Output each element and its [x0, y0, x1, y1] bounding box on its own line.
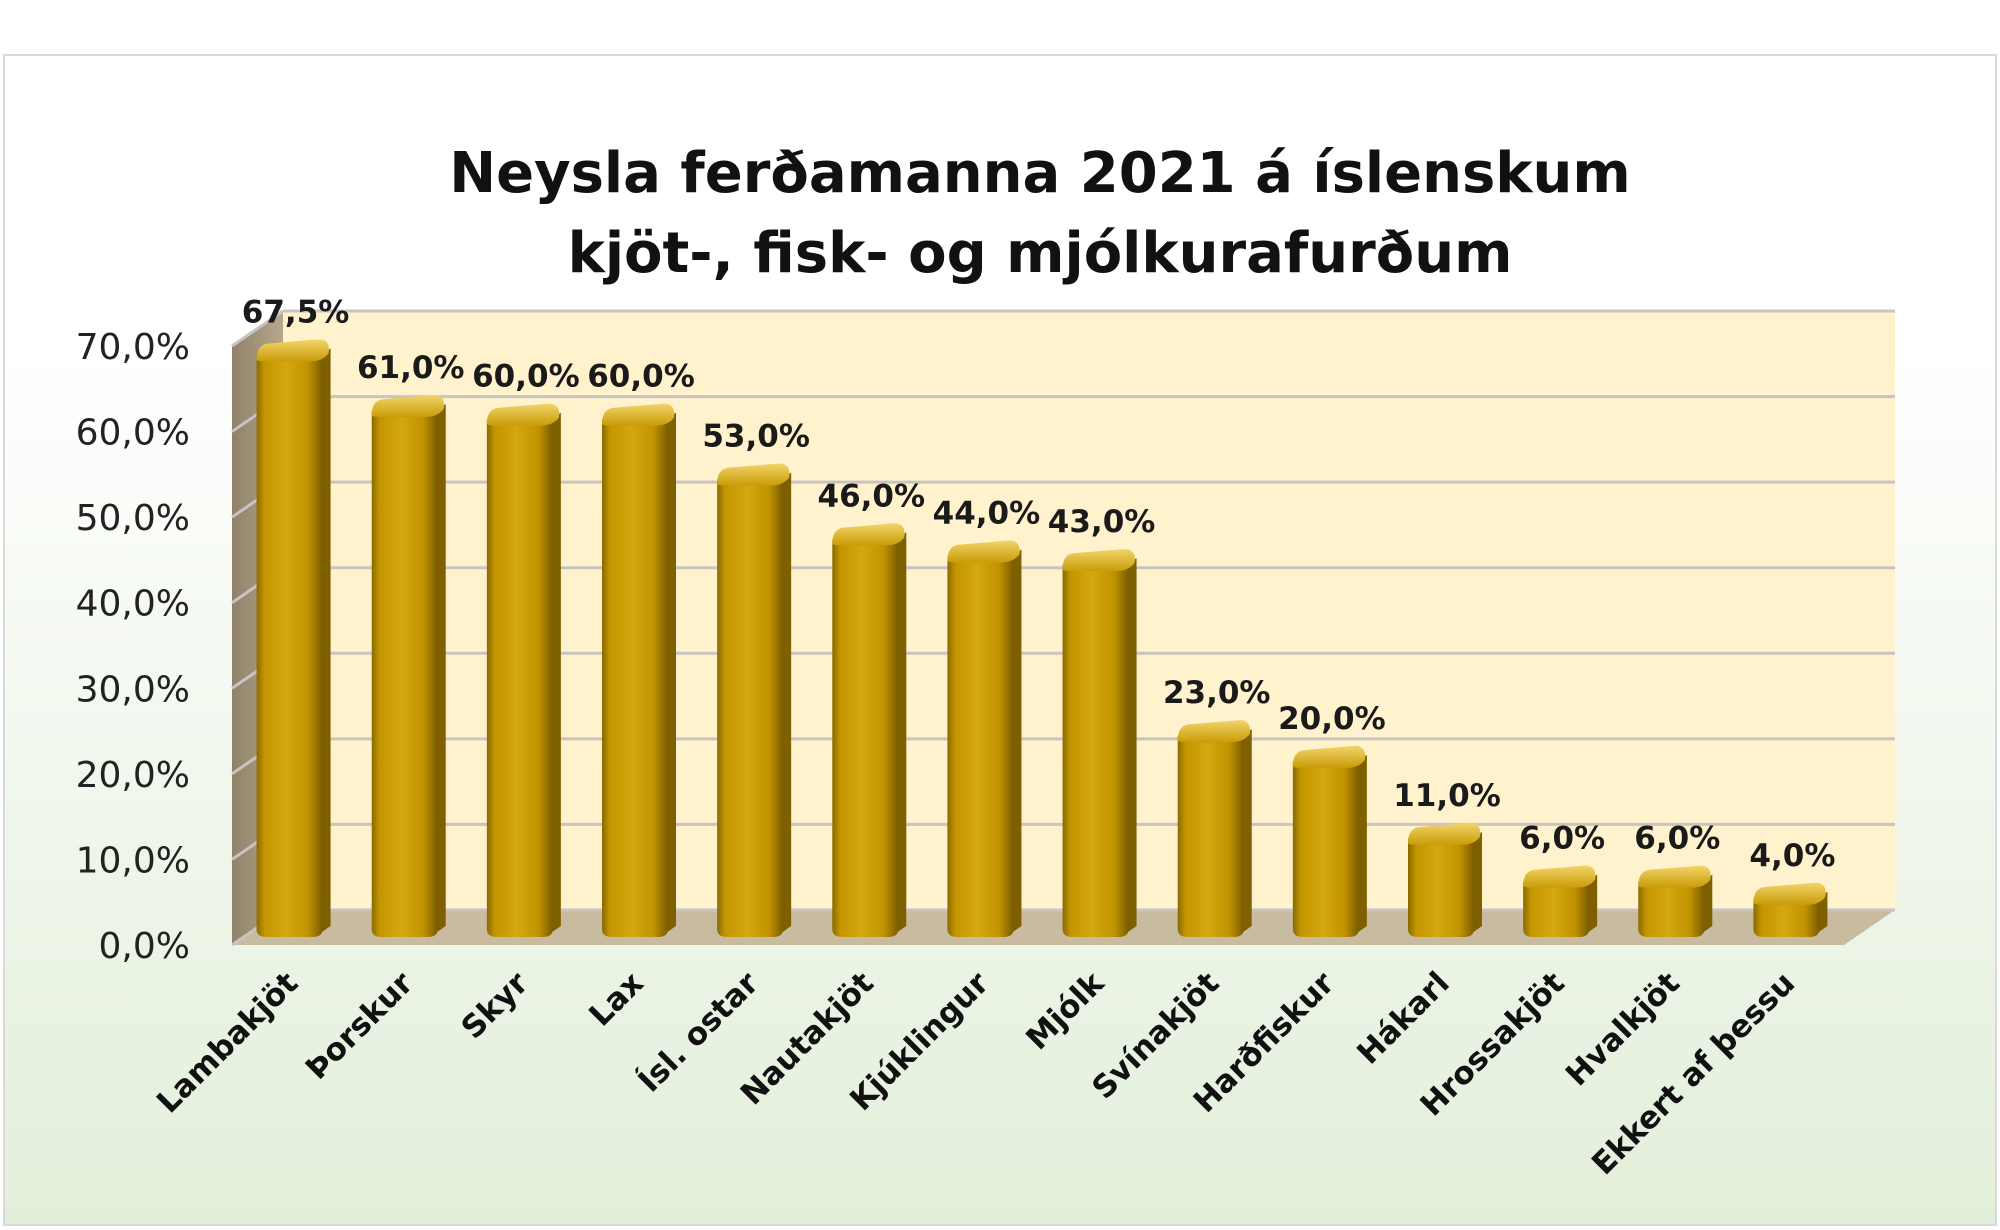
- bar-cap: [717, 463, 790, 486]
- y-tick-label: 70,0%: [76, 327, 190, 368]
- y-tick-label: 0,0%: [99, 926, 190, 967]
- data-label: 60,0%: [472, 359, 580, 395]
- data-label: 43,0%: [1048, 504, 1156, 540]
- bar-body: [947, 556, 1014, 937]
- bar-body: [256, 355, 323, 938]
- bar: [486, 403, 561, 938]
- bar-side: [1587, 874, 1598, 933]
- gridline-depth: [231, 309, 284, 348]
- bar-side: [1241, 729, 1252, 933]
- bar-side: [1702, 874, 1713, 933]
- data-label: 4,0%: [1749, 838, 1835, 874]
- bar-body: [1292, 761, 1359, 937]
- bar-cap: [1523, 865, 1596, 888]
- y-tick-label: 10,0%: [76, 840, 190, 881]
- data-label: 6,0%: [1519, 821, 1605, 857]
- bar-side: [896, 532, 907, 933]
- bar: [947, 540, 1022, 937]
- bar-body: [1753, 898, 1820, 937]
- bar-cap: [1638, 865, 1711, 888]
- bar: [371, 395, 446, 937]
- bar-cap: [371, 395, 444, 418]
- bar-cap: [486, 403, 560, 426]
- bar-cap: [1062, 549, 1135, 572]
- bar-cap: [256, 339, 329, 362]
- bar-body: [371, 411, 438, 937]
- bar-body: [486, 419, 553, 938]
- bar-side: [666, 412, 676, 934]
- bar: [1753, 882, 1828, 937]
- bar-body: [832, 539, 899, 937]
- bar-cap: [1292, 745, 1366, 768]
- y-axis: 0,0% 10,0% 20,0% 30,0% 40,0% 50,0% 60,0% 70,0%: [76, 327, 190, 967]
- data-label: 53,0%: [702, 418, 810, 454]
- data-labels: 67,5%61,0% 60,0% 60,0%53,0%46,0% 44,0% 43,0%…: [242, 294, 1836, 873]
- bar: [256, 339, 331, 938]
- bar-cap: [1753, 882, 1826, 905]
- y-tick-label: 60,0%: [76, 413, 190, 454]
- bar: [1292, 745, 1367, 937]
- bar: [1523, 865, 1598, 937]
- bar-cap: [832, 523, 905, 546]
- data-label: 60,0%: [587, 359, 695, 395]
- data-label: 61,0%: [357, 350, 465, 386]
- bar-body: [1062, 565, 1129, 937]
- bar-side: [1817, 891, 1828, 933]
- bar-body: [717, 479, 784, 937]
- bar: [1638, 865, 1713, 937]
- bar-side: [435, 404, 446, 933]
- bar: [717, 463, 792, 937]
- bar-cap: [947, 540, 1020, 563]
- y-tick-label: 40,0%: [76, 584, 190, 625]
- bar-cap: [602, 403, 675, 426]
- bar-body: [602, 419, 668, 938]
- bar-side: [550, 412, 561, 934]
- data-label: 23,0%: [1163, 675, 1271, 711]
- bar-body: [1408, 838, 1474, 937]
- data-label: 11,0%: [1393, 778, 1501, 814]
- bar: [1177, 720, 1252, 937]
- bar-side: [1356, 754, 1367, 933]
- data-label: 20,0%: [1278, 701, 1386, 737]
- bar-cap: [1177, 720, 1250, 743]
- bar-side: [320, 348, 331, 934]
- chart-title: Neysla ferðamanna 2021 á íslenskum kjöt-,…: [449, 141, 1631, 286]
- bar-side: [1011, 549, 1022, 933]
- bar: [602, 403, 676, 938]
- bar: [832, 523, 907, 937]
- bar-body: [1638, 881, 1705, 937]
- chart-title-line-1: Neysla ferðamanna 2021 á íslenskum: [449, 141, 1631, 206]
- bar-side: [1472, 831, 1482, 933]
- bars: [256, 339, 1828, 938]
- bar: [1408, 822, 1482, 937]
- bar-side: [781, 472, 792, 933]
- bar: [1062, 549, 1137, 937]
- data-label: 44,0%: [933, 495, 1041, 531]
- bar-side: [1126, 558, 1137, 933]
- data-label: 46,0%: [818, 478, 926, 514]
- y-tick-label: 20,0%: [76, 755, 190, 796]
- data-label: 67,5%: [242, 294, 350, 330]
- data-label: 6,0%: [1634, 821, 1720, 857]
- bar-body: [1523, 881, 1590, 937]
- bar-body: [1177, 736, 1244, 937]
- chart-title-line-2: kjöt-, fisk- og mjólkurafurðum: [568, 221, 1513, 286]
- y-tick-label: 30,0%: [76, 669, 190, 710]
- y-tick-label: 50,0%: [76, 498, 190, 539]
- bar-cap: [1408, 822, 1481, 845]
